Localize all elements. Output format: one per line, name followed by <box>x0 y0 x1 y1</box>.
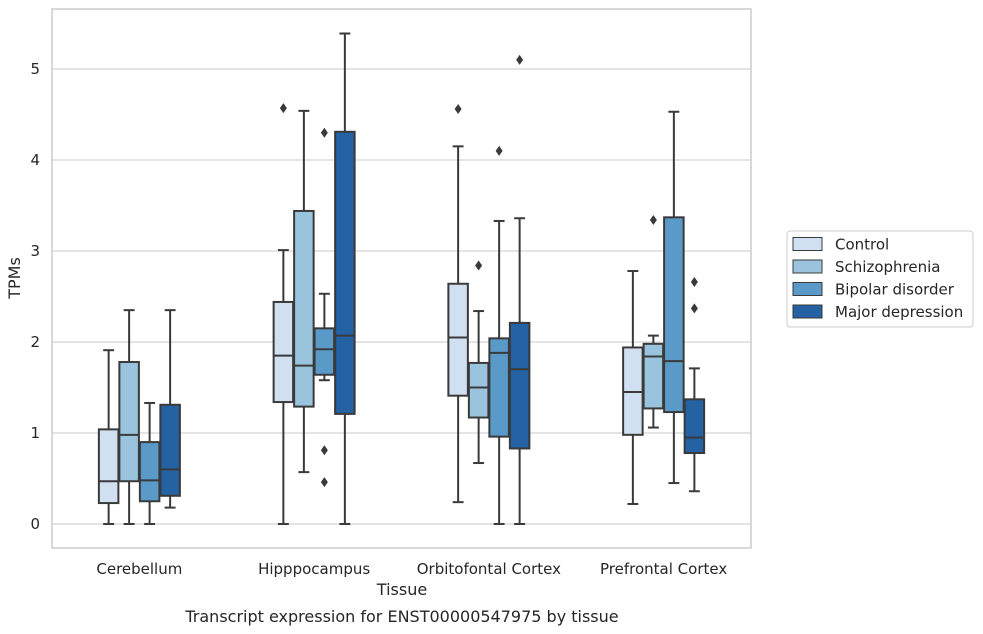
legend-swatch <box>792 259 823 274</box>
legend-swatch <box>792 304 823 319</box>
box-bipolar-disorder-2 <box>488 145 510 525</box>
outlier-point <box>279 103 287 114</box>
plot-frame <box>51 8 752 549</box>
iqr-box <box>508 321 531 450</box>
legend-label: Major depression <box>835 303 963 321</box>
y-tick-label: 4 <box>30 151 40 169</box>
outlier-point <box>495 145 503 156</box>
outlier-point <box>320 477 328 488</box>
iqr-box <box>272 300 295 404</box>
y-tick-labels: 0 1 2 3 4 5 <box>30 60 40 533</box>
box-schizophrenia-0 <box>118 309 140 525</box>
outlier-point <box>690 303 698 314</box>
legend-label: Bipolar disorder <box>835 281 955 299</box>
box-schizophrenia-3 <box>642 215 665 429</box>
outlier-point <box>454 104 462 115</box>
iqr-box <box>683 398 706 455</box>
box-major-depression-0 <box>159 309 181 509</box>
x-tick-label: Prefrontal Cortex <box>600 560 727 578</box>
x-axis-label: Tissue <box>376 580 427 599</box>
box-bipolar-disorder-1 <box>313 127 336 488</box>
x-tick-label: Hipppocampus <box>258 560 370 578</box>
y-tick-label: 3 <box>30 242 40 260</box>
box-control-3 <box>622 270 644 505</box>
outlier-point <box>320 127 328 138</box>
iqr-box <box>447 282 469 397</box>
outlier-point <box>516 54 524 65</box>
y-tick-label: 0 <box>30 515 40 533</box>
iqr-box <box>97 428 120 505</box>
outlier-point <box>475 260 483 271</box>
y-tick-label: 1 <box>30 424 40 442</box>
legend-label: Control <box>835 236 889 254</box>
iqr-box <box>663 216 685 414</box>
legend-swatch <box>792 282 823 296</box>
box-bipolar-disorder-3 <box>663 110 685 485</box>
box-layer <box>97 32 706 525</box>
iqr-box <box>313 327 336 376</box>
box-control-2 <box>447 104 469 504</box>
x-tick-labels: Cerebellum Hipppocampus Orbitofontal Corte… <box>96 560 727 578</box>
y-tick-label: 2 <box>30 333 40 351</box>
iqr-box <box>138 441 161 503</box>
box-schizophrenia-1 <box>293 109 315 474</box>
legend: Control Schizophrenia Bipolar disorder Majo… <box>786 230 974 328</box>
x-tick-label: Cerebellum <box>96 560 182 578</box>
outlier-point <box>690 276 698 287</box>
legend-label: Schizophrenia <box>835 258 940 276</box>
outlier-point <box>649 215 657 226</box>
iqr-box <box>467 361 490 419</box>
iqr-box <box>118 361 140 483</box>
box-control-0 <box>97 349 120 525</box>
chart-caption: Transcript expression for ENST0000054797… <box>184 607 618 626</box>
legend-swatch <box>792 237 823 251</box>
box-major-depression-2 <box>508 54 531 525</box>
y-tick-label: 5 <box>30 60 40 78</box>
box-major-depression-3 <box>683 276 706 493</box>
iqr-box <box>642 342 665 410</box>
x-tick-label: Orbitofontal Cortex <box>417 560 561 578</box>
legend-frame <box>786 230 974 328</box>
box-major-depression-1 <box>334 32 356 525</box>
iqr-box <box>293 209 315 408</box>
outlier-point <box>320 445 328 456</box>
iqr-box <box>334 130 356 415</box>
y-axis-label: TPMs <box>5 257 24 300</box>
iqr-box <box>159 403 181 497</box>
box-schizophrenia-2 <box>467 260 490 465</box>
